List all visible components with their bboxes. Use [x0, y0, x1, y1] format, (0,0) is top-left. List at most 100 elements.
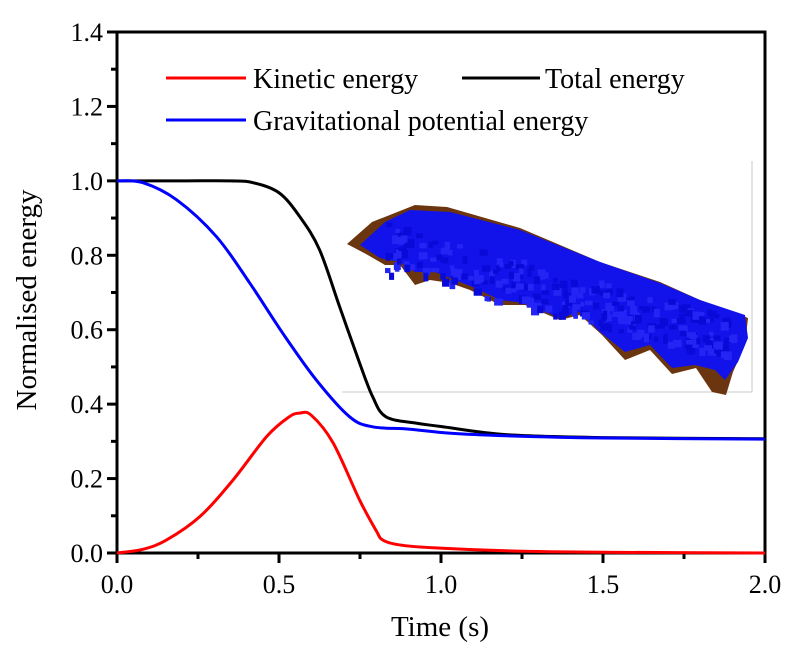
x-axis-label: Time (s) — [391, 611, 489, 643]
particle — [395, 228, 400, 234]
particle — [632, 332, 641, 340]
particle — [423, 272, 429, 282]
particle — [689, 334, 698, 340]
y-tick-label: 0.2 — [71, 465, 104, 494]
legend-label-total: Total energy — [545, 64, 685, 95]
legend-label-gravitational: Gravitational potential energy — [253, 106, 588, 137]
particle — [607, 323, 613, 333]
particle — [565, 293, 572, 299]
particle — [406, 239, 415, 249]
particle — [392, 235, 399, 245]
y-tick-label: 1.2 — [71, 92, 104, 121]
particle — [686, 332, 696, 338]
particle — [444, 241, 451, 250]
particle — [447, 249, 453, 256]
particle — [516, 283, 525, 290]
particle — [580, 302, 585, 307]
particle — [404, 264, 411, 273]
particle — [653, 336, 659, 342]
axes: 0.0 0.2 0.4 0.6 0.8 1.0 1.2 1.4 0.0 0.5 1.0 1.5 2.0 — [71, 18, 782, 599]
particle — [729, 335, 735, 343]
particle — [519, 268, 524, 275]
particle — [479, 249, 488, 256]
particle — [629, 296, 635, 304]
particle — [679, 305, 685, 313]
legend-label-kinetic: Kinetic energy — [253, 64, 418, 95]
particle — [512, 272, 521, 282]
particle — [672, 302, 679, 310]
particle — [696, 337, 701, 345]
particle — [663, 333, 668, 339]
particle — [572, 304, 581, 310]
particle — [388, 253, 398, 259]
particle — [603, 292, 611, 299]
particle — [706, 340, 714, 349]
particle — [527, 267, 532, 277]
particle — [532, 293, 541, 300]
particle — [394, 266, 400, 272]
particle — [651, 306, 656, 312]
particle — [508, 260, 514, 267]
particle — [422, 267, 431, 276]
particle — [496, 265, 501, 272]
particle — [456, 244, 463, 249]
particle — [720, 321, 729, 331]
particle — [599, 280, 605, 289]
particle — [401, 249, 408, 259]
particle — [603, 310, 608, 320]
particle — [533, 276, 540, 285]
particle — [440, 273, 446, 280]
particle — [541, 298, 549, 305]
particle — [671, 318, 677, 324]
particle — [639, 306, 648, 311]
particle — [428, 241, 434, 248]
particle — [526, 297, 535, 305]
legend: Kinetic energy Total energy Gravitationa… — [166, 64, 685, 137]
particle — [553, 278, 558, 283]
particle — [588, 320, 595, 325]
particle — [708, 331, 714, 337]
particle — [629, 325, 637, 330]
particle — [389, 272, 395, 280]
particle — [707, 347, 717, 356]
particle — [679, 313, 685, 319]
particle — [573, 313, 578, 319]
particle — [630, 305, 638, 315]
particle — [698, 316, 707, 325]
particle — [724, 337, 732, 344]
particle — [611, 301, 620, 307]
particle — [618, 318, 627, 325]
particle — [673, 339, 682, 348]
particle — [489, 276, 495, 284]
particle — [621, 295, 626, 300]
particle — [499, 262, 504, 268]
particle — [699, 347, 706, 356]
y-axis-label: Normalised energy — [11, 189, 43, 410]
particle — [440, 248, 449, 255]
particle — [541, 290, 550, 295]
particle — [473, 288, 482, 296]
particle — [558, 311, 566, 320]
x-tick-label: 1.5 — [587, 570, 620, 599]
particle — [449, 280, 456, 290]
particle — [570, 279, 578, 287]
particle — [618, 309, 627, 319]
particle — [659, 318, 668, 326]
particle — [531, 306, 540, 316]
particle — [692, 342, 699, 348]
particle — [395, 249, 402, 256]
particle — [495, 280, 503, 288]
particle — [605, 283, 612, 289]
particle — [462, 256, 468, 264]
particle — [403, 227, 412, 236]
x-tick-label: 0.0 — [101, 570, 134, 599]
particle — [537, 305, 544, 314]
particle — [537, 269, 546, 274]
particle — [686, 346, 696, 355]
inset-simulation-image — [342, 161, 753, 395]
y-tick-label: 1.0 — [71, 167, 104, 196]
particle — [636, 329, 645, 338]
particle — [666, 303, 676, 310]
particle — [678, 325, 688, 335]
